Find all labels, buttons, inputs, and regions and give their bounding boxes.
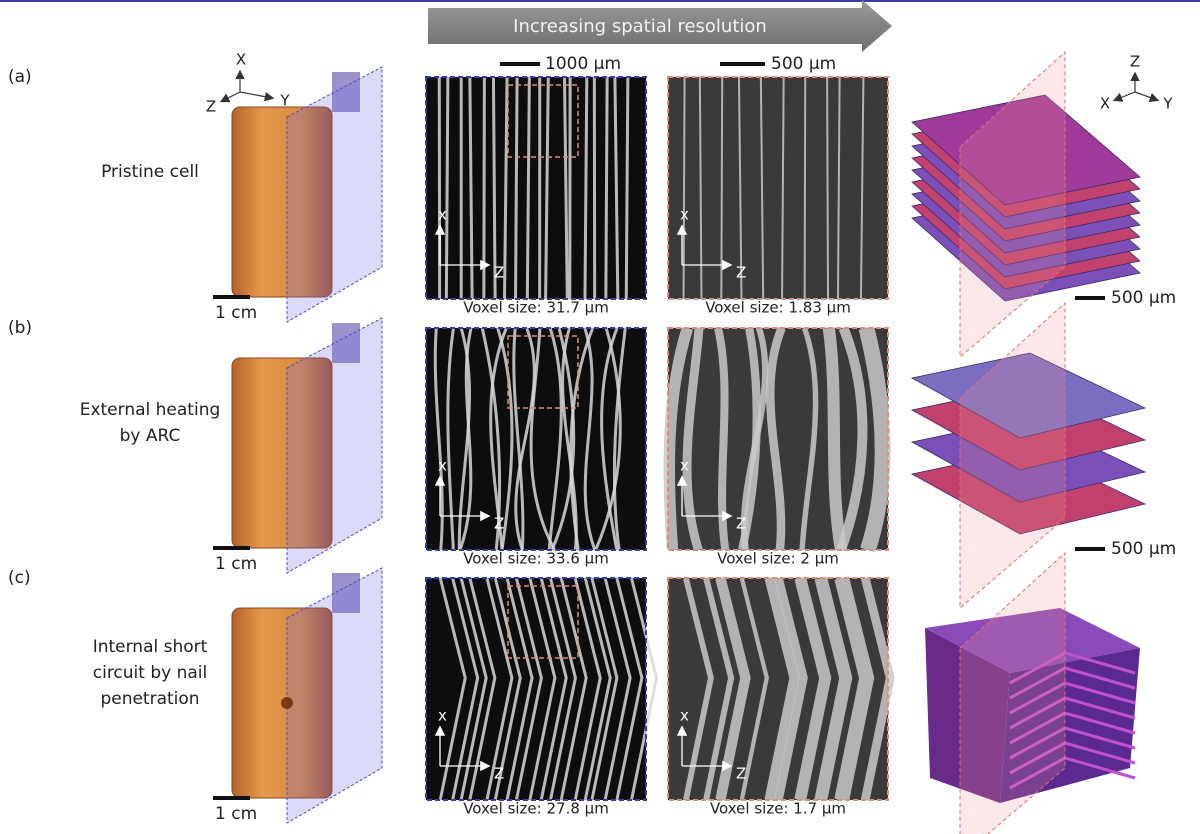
ct-slice <box>668 578 890 800</box>
cut-plane <box>287 568 382 823</box>
cell-axes <box>222 72 272 101</box>
electrode-layer <box>721 77 722 299</box>
slice-bg <box>426 77 646 299</box>
electrode-layer <box>446 77 448 299</box>
row-title: Internal short <box>93 637 208 657</box>
nail-hole <box>281 697 293 709</box>
axis-label: X <box>1100 95 1110 113</box>
scale-label: 1 cm <box>215 554 257 574</box>
row-label: (b) <box>8 318 32 338</box>
axis-label: x <box>680 707 689 725</box>
electrode-layer <box>805 77 806 299</box>
axis-label: Z <box>736 515 746 533</box>
scale-label: 1000 μm <box>545 54 621 74</box>
voxel-label: Voxel size: 31.7 μm <box>463 299 609 317</box>
cut-plane <box>960 52 1065 357</box>
axis-label: Z <box>206 98 216 116</box>
row-title: External heating <box>80 400 221 420</box>
electrode-layer <box>516 77 518 299</box>
axis-label: x <box>438 206 447 224</box>
scale-label: 500 μm <box>771 54 836 74</box>
electrode-layer <box>585 77 587 299</box>
row-title: by ARC <box>120 426 181 446</box>
electrode-layer <box>626 77 628 299</box>
model-axes <box>1115 74 1157 100</box>
axis-label: X <box>236 51 246 69</box>
scale-label: 500 μm <box>1111 539 1176 559</box>
cut-plane <box>287 318 382 573</box>
row-title: Pristine cell <box>101 162 199 182</box>
figure: Increasing spatial resolution 1000 μm 50… <box>0 0 1200 834</box>
ct-slice <box>426 77 646 299</box>
axis-label: Z <box>736 765 746 783</box>
axis-label: x <box>438 707 447 725</box>
electrode-layer <box>527 77 529 299</box>
scale-label: 1 cm <box>215 303 257 323</box>
voxel-label: Voxel size: 33.6 μm <box>463 550 609 568</box>
ct-slice <box>426 328 646 550</box>
row-title: penetration <box>100 689 199 709</box>
ct-slice <box>426 578 656 800</box>
ct-slice <box>668 328 888 550</box>
axis-label: Z <box>1130 53 1140 71</box>
axis-label: x <box>438 457 447 475</box>
axis-label: x <box>680 206 689 224</box>
electrode-layer <box>606 77 607 299</box>
voxel-label: Voxel size: 1.7 μm <box>710 800 846 818</box>
axis-label: x <box>680 457 689 475</box>
electrode-layer <box>484 77 485 299</box>
electrode-layer <box>684 77 685 299</box>
axis-label: Z <box>494 264 504 282</box>
scale-label: 1 cm <box>215 804 257 824</box>
scale-label: 500 μm <box>1111 288 1176 308</box>
cut-plane <box>960 553 1065 834</box>
voxel-label: Voxel size: 1.83 μm <box>705 299 851 317</box>
row-label: (c) <box>8 568 31 588</box>
axis-label: Z <box>494 515 504 533</box>
ct-slice <box>668 77 888 299</box>
cut-plane <box>960 303 1065 608</box>
axis-label: Z <box>736 264 746 282</box>
axis-label: Y <box>1162 95 1173 113</box>
axis-label: Z <box>494 765 504 783</box>
arrow-label: Increasing spatial resolution <box>513 16 767 37</box>
voxel-label: Voxel size: 27.8 μm <box>463 800 609 818</box>
row-label: (a) <box>8 67 32 87</box>
voxel-label: Voxel size: 2 μm <box>717 550 839 568</box>
cut-plane <box>287 67 382 322</box>
row-title: circuit by nail <box>93 663 208 683</box>
electrode-layer <box>827 77 828 299</box>
